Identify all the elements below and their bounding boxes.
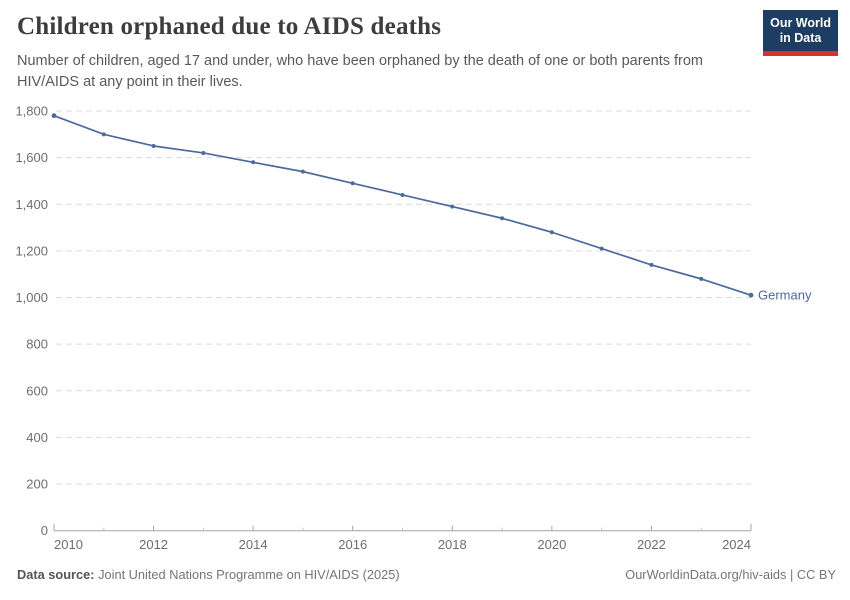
owid-logo-line2: in Data (779, 31, 822, 45)
owid-logo-line1: Our World (770, 16, 831, 30)
data-point (748, 292, 754, 298)
data-line (53, 114, 752, 297)
y-tick-label: 0 (41, 523, 48, 538)
x-tick-label: 2016 (338, 537, 367, 552)
data-point (500, 216, 505, 221)
data-point (300, 169, 305, 174)
data-point (549, 230, 554, 235)
data-point (350, 181, 355, 186)
y-tick-label: 1,400 (15, 197, 48, 212)
x-tick-label: 2024 (722, 537, 751, 552)
data-point (649, 262, 654, 267)
owid-logo: Our World in Data (763, 10, 838, 56)
data-source: Data source: Joint United Nations Progra… (17, 567, 400, 583)
data-source-value: Joint United Nations Programme on HIV/AI… (98, 567, 400, 582)
page-title: Children orphaned due to AIDS deaths (17, 13, 442, 40)
y-tick-label: 1,200 (15, 243, 48, 258)
data-point (599, 246, 604, 251)
line-chart: 0 200 400 600 800 1,000 1,200 1,400 1,600 1,800 20… (0, 100, 850, 560)
x-tick-label: 2022 (637, 537, 666, 552)
x-tick-label: 2014 (239, 537, 268, 552)
data-point (51, 113, 57, 119)
data-point (400, 192, 405, 197)
y-tick-label: 1,800 (15, 104, 48, 119)
data-point (201, 150, 206, 155)
chart-subtitle: Number of children, aged 17 and under, w… (17, 53, 704, 90)
y-tick-label: 200 (26, 477, 48, 492)
y-tick-label: 600 (26, 383, 48, 398)
chart-svg: 0 200 400 600 800 1,000 1,200 1,400 1,600 1,800 20… (15, 104, 812, 553)
x-tick-label: 2020 (537, 537, 566, 552)
y-tick-label: 400 (26, 430, 48, 445)
y-tick-label: 800 (26, 337, 48, 352)
data-point (450, 204, 455, 209)
footer-link[interactable]: OurWorldinData.org/hiv-aids | CC BY (625, 567, 836, 582)
x-tick-label: 2010 (54, 537, 83, 552)
y-tick-label: 1,600 (15, 150, 48, 165)
data-point (699, 276, 704, 281)
x-tick-label: 2012 (139, 537, 168, 552)
series-label: Germany (758, 288, 812, 303)
chart-footer: Data source: Joint United Nations Progra… (17, 567, 836, 583)
x-tick-label: 2018 (438, 537, 467, 552)
data-point (151, 143, 156, 148)
y-tick-label: 1,000 (15, 290, 48, 305)
data-point (101, 132, 106, 137)
data-point (251, 160, 256, 165)
data-source-label: Data source: (17, 567, 95, 582)
